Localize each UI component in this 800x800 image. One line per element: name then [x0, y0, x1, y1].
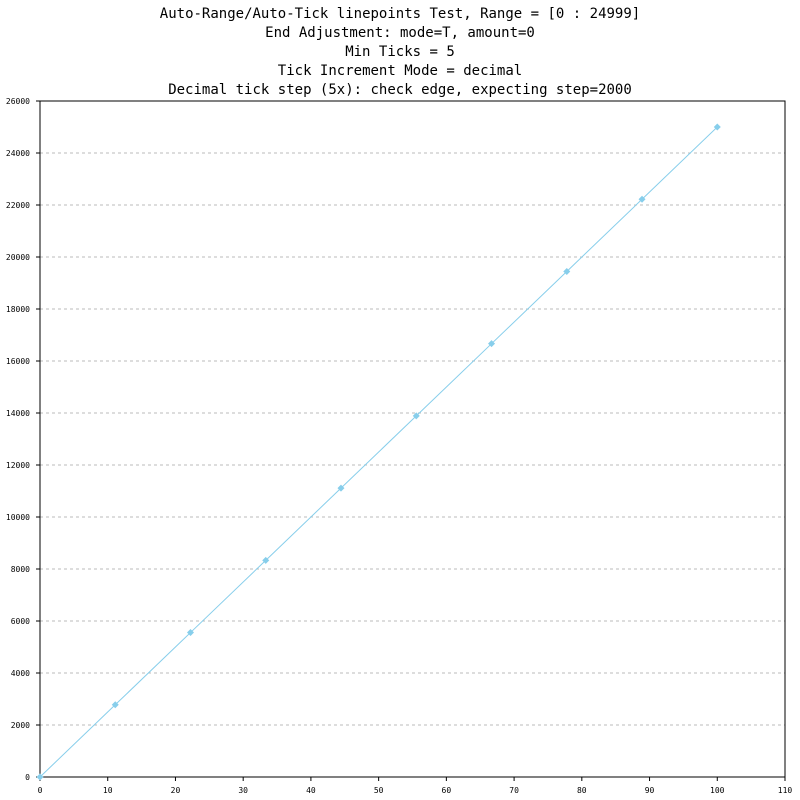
x-tick-label: 20	[171, 786, 181, 795]
chart-title: Auto-Range/Auto-Tick linepoints Test, Ra…	[160, 6, 640, 22]
chart-title: End Adjustment: mode=T, amount=0	[265, 25, 535, 41]
y-tick-label: 6000	[11, 617, 30, 626]
chart-title: Tick Increment Mode = decimal	[278, 63, 522, 79]
point	[563, 267, 571, 275]
point	[337, 484, 345, 492]
x-tick-label: 70	[509, 786, 519, 795]
line	[39, 126, 718, 778]
x-tick-label: 80	[577, 786, 587, 795]
x-tick-label: 100	[710, 786, 725, 795]
x-tick-label: 30	[238, 786, 248, 795]
y-tick-label: 26000	[6, 97, 30, 106]
point	[713, 123, 721, 131]
chart-title: Min Ticks = 5	[345, 44, 455, 60]
y-tick-label: 4000	[11, 669, 30, 678]
plot-frame	[39, 100, 786, 778]
x-tick-label: 90	[645, 786, 655, 795]
point	[638, 195, 646, 203]
x-tick-label: 50	[374, 786, 384, 795]
y-tick-label: 24000	[6, 149, 30, 158]
chart-title: Decimal tick step (5x): check edge, expe…	[168, 82, 632, 98]
y-tick-label: 0	[25, 773, 30, 782]
x-tick-label: 40	[306, 786, 316, 795]
y-tick-label: 2000	[11, 721, 30, 730]
point	[412, 412, 420, 420]
x-tick-label: 0	[38, 786, 43, 795]
y-tick-label: 12000	[6, 461, 30, 470]
y-tick-label: 8000	[11, 565, 30, 574]
x-tick-label: 10	[103, 786, 113, 795]
y-tick-label: 14000	[6, 409, 30, 418]
y-tick-label: 22000	[6, 201, 30, 210]
point	[488, 340, 496, 348]
y-tick-label: 16000	[6, 357, 30, 366]
x-tick-label: 110	[778, 786, 793, 795]
point	[186, 629, 194, 637]
y-tick-label: 10000	[6, 513, 30, 522]
x-tick-label: 60	[442, 786, 452, 795]
y-tick-label: 20000	[6, 253, 30, 262]
point	[111, 701, 119, 709]
point	[36, 773, 44, 781]
y-tick-label: 18000	[6, 305, 30, 314]
point	[262, 556, 270, 564]
